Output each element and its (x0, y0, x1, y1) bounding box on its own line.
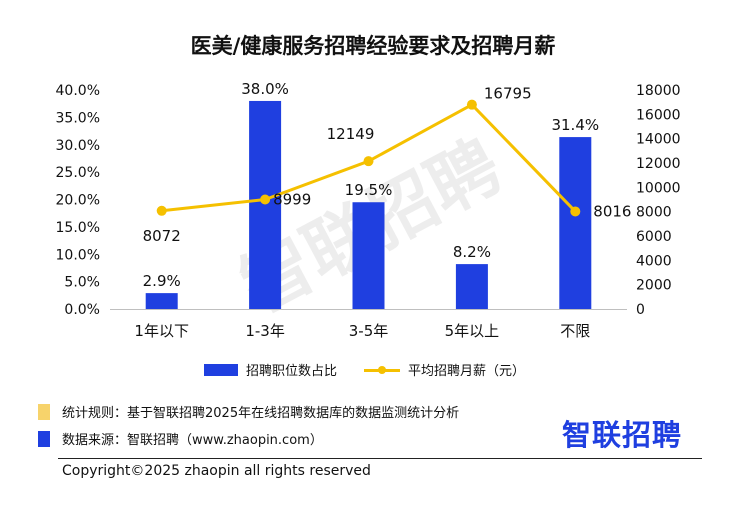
y-left-tick-label: 10.0% (56, 247, 100, 263)
bar (559, 137, 592, 309)
salary-point (260, 194, 271, 205)
legend-item-bar: 招聘职位数占比 (204, 360, 337, 379)
y-right-tick-label: 2000 (636, 278, 672, 294)
y-right-tick-label: 14000 (636, 132, 681, 148)
bar (145, 293, 178, 309)
x-tick-label: 1-3年 (245, 322, 285, 340)
bar-value-label: 8.2% (453, 243, 491, 261)
bar-value-label: 31.4% (551, 116, 599, 134)
y-left-tick-label: 20.0% (56, 193, 100, 209)
bar (352, 202, 385, 309)
legend-line-label: 平均招聘月薪（元） (408, 364, 526, 379)
note-rule: 统计规则：基于智联招聘2025年在线招聘数据库的数据监测统计分析 (38, 402, 459, 421)
legend: 招聘职位数占比 平均招聘月薪（元） (0, 360, 746, 380)
y-right-tick-label: 6000 (636, 229, 672, 245)
salary-value-label: 16795 (484, 85, 532, 103)
note-source: 数据来源：智联招聘（www.zhaopin.com） (38, 429, 323, 448)
note-source-marker (38, 430, 50, 447)
y-left-tick-label: 15.0% (56, 220, 100, 236)
legend-line-swatch (364, 364, 400, 376)
bar-value-label: 2.9% (143, 272, 181, 290)
salary-point (466, 99, 477, 110)
bar-value-label: 38.0% (241, 80, 289, 98)
salary-point (156, 205, 167, 216)
note-rule-text: 统计规则：基于智联招聘2025年在线招聘数据库的数据监测统计分析 (62, 406, 460, 421)
x-tick-label: 3-5年 (349, 322, 389, 340)
y-left-tick-label: 30.0% (56, 138, 100, 154)
salary-point (363, 156, 374, 167)
salary-value-label: 12149 (327, 125, 375, 143)
footer-divider (58, 458, 702, 459)
x-tick-label: 不限 (560, 322, 590, 340)
y-left-tick-label: 25.0% (56, 165, 100, 181)
bar (455, 264, 488, 309)
y-left-tick-label: 0.0% (64, 302, 100, 318)
note-rule-marker (38, 403, 50, 420)
y-left-tick-label: 5.0% (64, 275, 100, 291)
bar-value-label: 19.5% (345, 181, 393, 199)
y-right-tick-label: 10000 (636, 180, 681, 196)
salary-value-label: 8016 (593, 202, 631, 220)
y-left-tick-label: 40.0% (56, 83, 100, 99)
salary-point (570, 206, 581, 217)
x-tick-label: 1年以下 (134, 322, 189, 340)
legend-item-line: 平均招聘月薪（元） (364, 360, 525, 379)
copyright-text: Copyright©2025 zhaopin all rights reserv… (62, 463, 371, 479)
y-right-tick-label: 4000 (636, 253, 672, 269)
note-source-text: 数据来源：智联招聘（www.zhaopin.com） (62, 433, 323, 448)
y-right-tick-label: 0 (636, 302, 645, 318)
salary-value-label: 8072 (143, 227, 181, 245)
bar (249, 100, 282, 309)
salary-value-label: 8999 (273, 191, 311, 209)
combo-chart: 智联招聘0.0%5.0%10.0%15.0%20.0%25.0%30.0%35.… (56, 80, 681, 340)
y-right-tick-label: 16000 (636, 107, 681, 123)
y-right-tick-label: 8000 (636, 205, 672, 221)
legend-bar-label: 招聘职位数占比 (246, 364, 338, 379)
y-right-tick-label: 12000 (636, 156, 681, 172)
zhaopin-logo: 智联招聘 (562, 418, 683, 452)
chart-title: 医美/健康服务招聘经验要求及招聘月薪 (190, 34, 556, 58)
x-tick-label: 5年以上 (445, 322, 500, 340)
y-left-tick-label: 35.0% (56, 110, 100, 126)
legend-bar-swatch (204, 363, 238, 376)
y-right-tick-label: 18000 (636, 83, 681, 99)
